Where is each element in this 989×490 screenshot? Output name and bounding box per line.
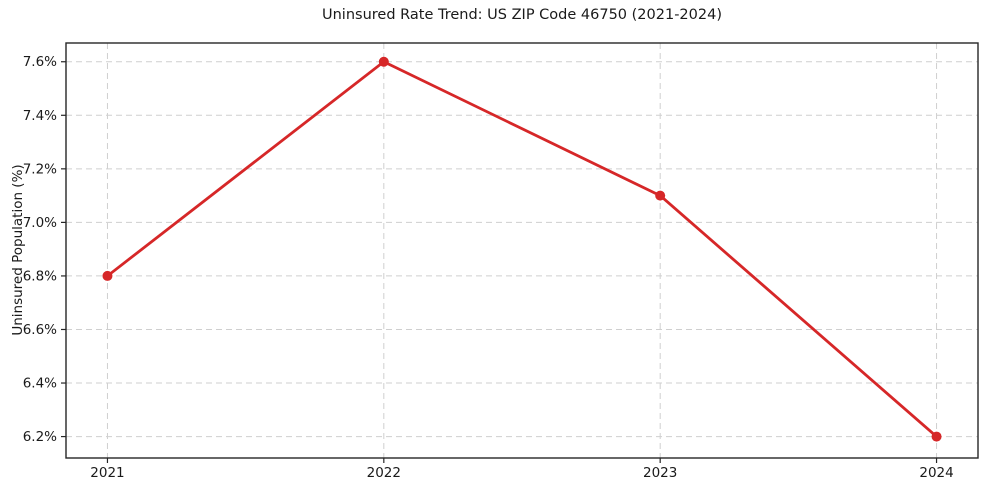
- y-tick-label: 6.4%: [23, 376, 57, 392]
- y-tick-label: 7.2%: [23, 161, 57, 177]
- plot-frame: [65, 42, 979, 459]
- x-tick-label: 2023: [643, 465, 677, 481]
- y-tick-label: 6.8%: [23, 268, 57, 284]
- data-point-2022: [378, 56, 389, 67]
- y-tick-label: 7.4%: [23, 108, 57, 124]
- chart-title: Uninsured Rate Trend: US ZIP Code 46750 …: [322, 7, 722, 23]
- y-tick-label: 6.2%: [23, 429, 57, 445]
- y-tick-label: 7.0%: [23, 215, 57, 231]
- data-point-2021: [102, 270, 113, 281]
- x-tick-label: 2021: [90, 465, 124, 481]
- y-tick-label: 6.6%: [23, 322, 57, 338]
- x-tick-label: 2022: [367, 465, 401, 481]
- y-tick-label: 7.6%: [23, 54, 57, 70]
- data-point-2024: [931, 431, 942, 442]
- x-tick-label: 2024: [919, 465, 953, 481]
- data-point-2023: [655, 190, 666, 201]
- trend-line: [106, 60, 938, 438]
